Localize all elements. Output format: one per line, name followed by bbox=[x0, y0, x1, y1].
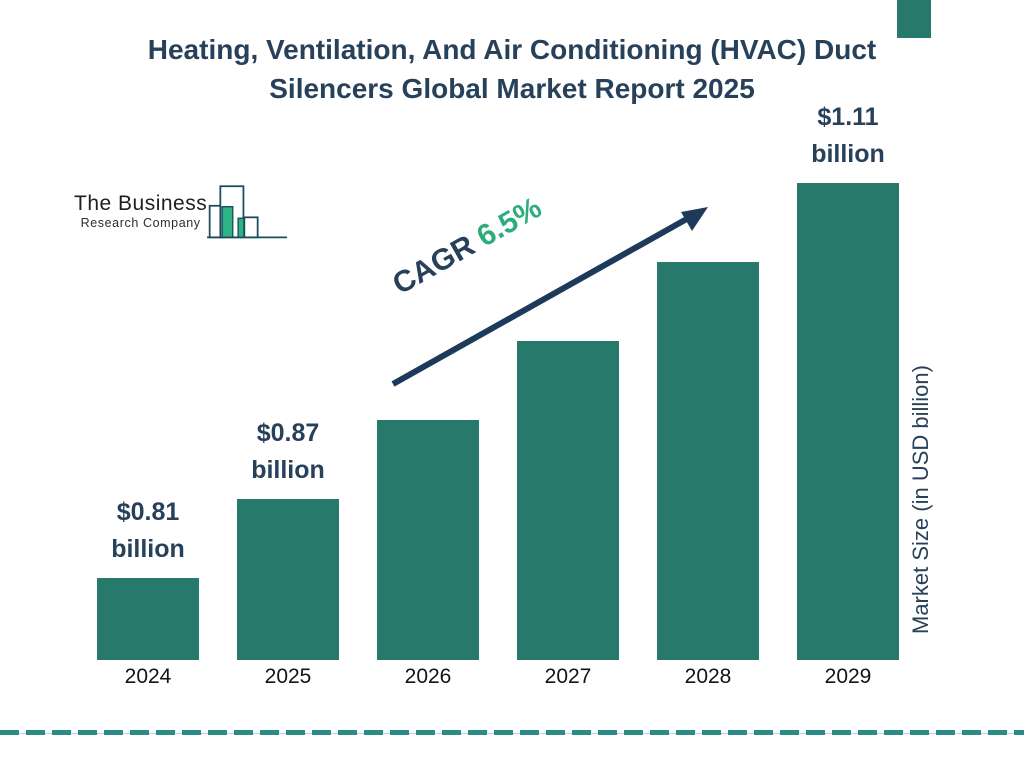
chart-title: Heating, Ventilation, And Air Conditioni… bbox=[0, 30, 1024, 108]
bottom-divider-dashed-line bbox=[0, 730, 1024, 735]
y-axis-title: Market Size (in USD billion) bbox=[908, 365, 933, 635]
value-label-2024: $0.81 billion bbox=[72, 494, 224, 568]
chart-title-line2: Silencers Global Market Report 2025 bbox=[269, 73, 755, 104]
bar-2026 bbox=[377, 420, 479, 660]
bar-2025 bbox=[237, 499, 339, 660]
x-tick-label-2024: 2024 bbox=[124, 665, 172, 688]
x-tick-label-2025: 2025 bbox=[264, 665, 312, 688]
bar-2028 bbox=[657, 262, 759, 660]
value-unit: billion bbox=[811, 140, 885, 168]
corner-bookmark-shape bbox=[897, 0, 931, 38]
value-label-2029: $1.11 billion bbox=[772, 99, 924, 173]
value-unit: billion bbox=[251, 456, 325, 484]
value-unit: billion bbox=[111, 535, 185, 563]
value-amount: $0.87 bbox=[256, 419, 320, 447]
logo-bar-chart-icon bbox=[207, 185, 288, 239]
x-tick-label-2029: 2029 bbox=[824, 665, 872, 688]
value-amount: $1.11 bbox=[817, 103, 879, 131]
brand-name: The Business bbox=[74, 192, 208, 215]
x-tick-label-2026: 2026 bbox=[404, 665, 452, 688]
bar-2029 bbox=[797, 183, 899, 660]
value-label-2025: $0.87 billion bbox=[212, 415, 364, 489]
value-amount: $0.81 bbox=[116, 498, 180, 526]
bar-2027 bbox=[517, 341, 619, 660]
bar-2024 bbox=[97, 578, 199, 660]
brand-logo-text: The Business Research Company bbox=[74, 192, 207, 244]
brand-logo: The Business Research Company bbox=[74, 178, 289, 244]
brand-subname: Research Company bbox=[80, 216, 201, 230]
x-tick-label-2027: 2027 bbox=[544, 665, 592, 688]
x-tick-label-2028: 2028 bbox=[684, 665, 732, 688]
chart-title-line1: Heating, Ventilation, And Air Conditioni… bbox=[147, 34, 877, 65]
